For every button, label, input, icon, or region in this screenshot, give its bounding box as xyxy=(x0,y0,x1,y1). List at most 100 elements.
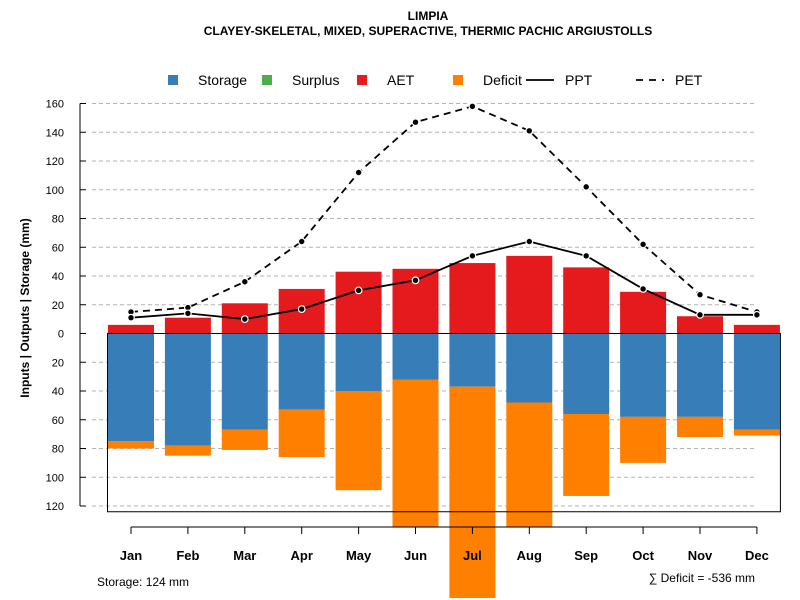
deficit-bar xyxy=(278,409,325,458)
pet-line xyxy=(130,105,758,313)
x-tick-label: Nov xyxy=(688,548,713,563)
aet-bar xyxy=(620,291,667,334)
y-tick-label: 20 xyxy=(52,357,64,369)
deficit-bar xyxy=(449,386,496,598)
legend-label: AET xyxy=(387,72,415,88)
x-tick-label: Jan xyxy=(120,548,142,563)
y-tick-label: 120 xyxy=(46,501,64,513)
x-tick-label: Feb xyxy=(176,548,199,563)
pet-point xyxy=(240,277,249,286)
y-tick-label: 40 xyxy=(52,386,64,398)
storage-bar xyxy=(221,333,268,430)
ppt-point xyxy=(411,276,420,285)
deficit-bar xyxy=(506,402,553,528)
storage-bar xyxy=(563,333,610,414)
legend-label: Deficit xyxy=(483,72,522,88)
x-tick-label: Aug xyxy=(517,548,542,563)
deficit-bar xyxy=(108,441,154,449)
pet-point xyxy=(354,168,363,177)
aet-bar xyxy=(108,324,154,334)
storage-frame xyxy=(107,333,781,513)
storage-bar xyxy=(335,333,382,391)
legend-label: Storage xyxy=(198,72,247,88)
x-tick-label: Oct xyxy=(632,548,654,563)
ppt-point xyxy=(525,237,534,246)
ppt-point xyxy=(183,309,192,318)
x-tick-label: Dec xyxy=(745,548,769,563)
deficit-bar xyxy=(221,429,268,450)
chart-subtitle: CLAYEY-SKELETAL, MIXED, SUPERACTIVE, THE… xyxy=(204,24,652,38)
x-axis: Jan Feb Mar Apr May Jun Jul Aug Sep Oct Nov Dec xyxy=(120,526,769,563)
legend-swatch xyxy=(357,75,367,85)
ppt-point xyxy=(240,315,249,324)
storage-bar xyxy=(506,333,553,403)
deficit-bar xyxy=(677,416,723,437)
y-axis-label: Inputs | Outputs | Storage (mm) xyxy=(18,218,32,397)
pet-point xyxy=(297,237,306,246)
x-tick-label: Sep xyxy=(574,548,598,563)
legend-label: PET xyxy=(675,72,703,88)
storage-bar xyxy=(620,333,667,417)
legend-swatch xyxy=(453,75,463,85)
y-tick-label: 100 xyxy=(46,185,64,197)
storage-bar xyxy=(392,333,439,380)
chart-legend: Storage Surplus AET Deficit PPT PET xyxy=(168,72,703,88)
ppt-point xyxy=(468,251,477,260)
ppt-point xyxy=(639,285,647,293)
y-tick-label: 160 xyxy=(46,99,64,111)
deficit-bar xyxy=(563,414,610,496)
y-axis: 160 140 120 100 80 60 40 20 0 20 40 60 80 100 120 xyxy=(46,99,86,513)
pet-point xyxy=(696,290,704,299)
aet-bar xyxy=(335,271,382,334)
x-tick-label: Mar xyxy=(233,548,256,563)
aet-bar xyxy=(677,316,723,334)
y-tick-label: 60 xyxy=(52,415,64,427)
ppt-line xyxy=(130,240,757,321)
x-tick-label: May xyxy=(346,548,372,563)
ppt-point xyxy=(127,313,135,322)
ppt-point xyxy=(753,310,761,319)
ppt-point xyxy=(696,310,704,319)
storage-bar xyxy=(449,333,496,387)
y-tick-label: 0 xyxy=(58,329,64,341)
storage-bar xyxy=(278,333,325,410)
legend-label: PPT xyxy=(565,72,593,88)
deficit-bar xyxy=(164,445,211,456)
deficit-bar xyxy=(335,391,382,491)
aet-bar xyxy=(506,255,553,334)
aet-bar xyxy=(449,263,496,334)
y-tick-label: 40 xyxy=(52,271,64,283)
ppt-point xyxy=(297,305,306,313)
chart-title: LIMPIA xyxy=(408,9,449,23)
deficit-bar xyxy=(733,429,780,436)
pet-point xyxy=(411,118,420,127)
deficit-bar xyxy=(392,379,439,528)
pet-point xyxy=(468,102,477,111)
x-tick-label: Jun xyxy=(404,548,427,563)
legend-swatch xyxy=(168,75,178,85)
deficit-footer: ∑ Deficit = -536 mm xyxy=(649,571,755,585)
ppt-point xyxy=(354,286,363,295)
y-tick-label: 100 xyxy=(46,472,64,484)
y-tick-label: 140 xyxy=(46,127,64,139)
storage-capacity-frame xyxy=(107,333,781,513)
y-tick-label: 60 xyxy=(52,242,64,254)
aet-bar xyxy=(164,317,211,334)
storage-bar xyxy=(108,333,154,442)
legend-label: Surplus xyxy=(292,72,339,88)
y-tick-label: 80 xyxy=(52,214,64,226)
y-tick-label: 80 xyxy=(52,444,64,456)
y-tick-label: 20 xyxy=(52,300,64,312)
storage-bar xyxy=(164,333,211,446)
ppt-point xyxy=(582,251,591,260)
x-tick-label: Jul xyxy=(463,548,482,563)
legend-swatch xyxy=(262,75,272,85)
aet-bar xyxy=(733,324,780,334)
storage-footer: Storage: 124 mm xyxy=(97,575,189,589)
storage-bar xyxy=(677,333,723,417)
bar-marks xyxy=(108,255,780,598)
pet-point xyxy=(639,240,647,249)
storage-bar xyxy=(733,333,780,430)
aet-bar xyxy=(563,267,610,334)
